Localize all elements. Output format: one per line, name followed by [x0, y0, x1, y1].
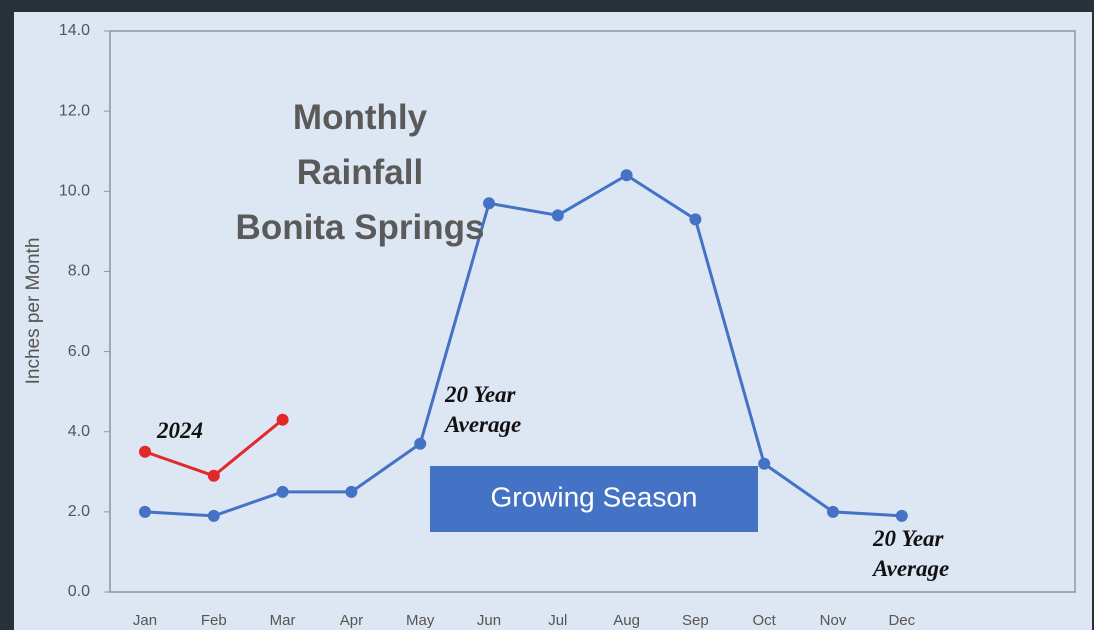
- data-point: [551, 209, 564, 222]
- x-tick-label: Dec: [888, 612, 915, 629]
- x-tick-label: Mar: [270, 612, 296, 629]
- y-tick-label: 0.0: [68, 583, 90, 600]
- growing-season-label: Growing Season: [490, 481, 697, 512]
- plot-frame: [109, 30, 1076, 593]
- y-tick-label: 4.0: [68, 423, 90, 440]
- x-tick-label: Jun: [477, 612, 501, 629]
- y-tick-label: 6.0: [68, 343, 90, 360]
- x-tick-label: Jan: [133, 612, 157, 629]
- data-point: [207, 509, 220, 522]
- data-point: [139, 445, 151, 458]
- x-tick-label: Nov: [820, 612, 847, 629]
- series-label: 2024: [157, 418, 203, 443]
- data-point: [620, 169, 633, 182]
- x-tick-label: Feb: [201, 612, 227, 629]
- x-tick-label: Oct: [753, 612, 777, 629]
- x-tick-label: Sep: [682, 612, 709, 629]
- data-point: [483, 197, 495, 210]
- data-point: [207, 469, 220, 482]
- y-tick-label: 12.0: [59, 102, 90, 119]
- x-tick-label: Apr: [340, 612, 363, 629]
- data-point: [345, 485, 358, 498]
- growing-season-box: [430, 466, 758, 532]
- series-line: [144, 173, 902, 518]
- y-tick-label: 8.0: [68, 263, 90, 280]
- chart-title: Monthly Rainfall Bonita Springs: [235, 98, 485, 247]
- data-point: [689, 213, 702, 226]
- data-point: [414, 437, 427, 450]
- data-point: [276, 485, 289, 498]
- y-tick-label: 2.0: [68, 503, 90, 520]
- x-tick-label: Aug: [613, 612, 640, 629]
- data-point: [758, 457, 771, 470]
- data-point: [276, 413, 289, 426]
- series-label: 20 Year Average: [445, 382, 522, 437]
- y-tick-label: 14.0: [59, 22, 90, 39]
- series-label: 20 Year Average: [873, 526, 950, 581]
- x-tick-label: Jul: [548, 612, 567, 629]
- data-point: [139, 505, 151, 518]
- x-tick-label: May: [406, 612, 435, 629]
- y-axis-label: Inches per Month: [23, 238, 44, 385]
- data-point: [895, 509, 908, 522]
- data-point: [827, 505, 839, 518]
- y-tick-label: 10.0: [59, 183, 90, 200]
